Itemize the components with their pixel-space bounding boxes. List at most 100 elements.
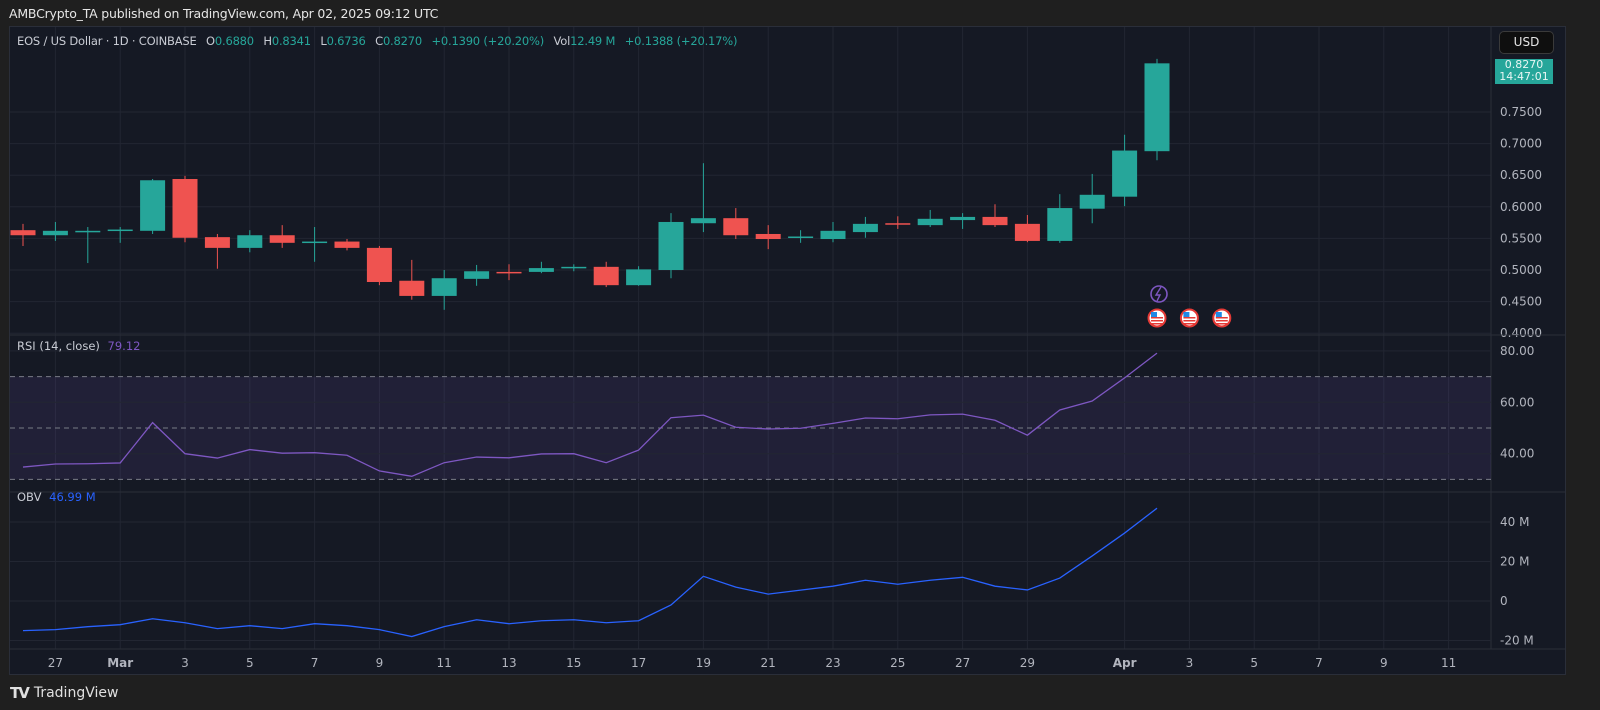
volume-value: 12.49 M (570, 34, 616, 48)
price-tick-label: 0.6000 (1500, 200, 1542, 214)
price-tick-label: 0.4000 (1500, 326, 1542, 340)
change-value: +0.1390 (+20.20%) (431, 34, 545, 48)
candle-up (42, 230, 68, 236)
high-label: H (263, 34, 272, 48)
date-tick-label: 23 (825, 656, 840, 670)
rsi-tick-label: 40.00 (1500, 447, 1534, 461)
candle-up (658, 221, 684, 270)
obv-label: OBV (17, 490, 42, 504)
date-tick-label: 3 (1186, 656, 1194, 670)
candle-up (75, 230, 101, 233)
date-tick-label: 11 (437, 656, 452, 670)
flag-stripe (1151, 317, 1163, 319)
flag-canton (1215, 312, 1222, 317)
candle-up (1079, 194, 1105, 209)
candle-up (528, 268, 554, 272)
rsi-tick-label: 80.00 (1500, 344, 1534, 358)
date-tick-label: 19 (696, 656, 711, 670)
candle-up (950, 216, 976, 221)
rsi-line (22, 352, 1158, 477)
date-tick-label: 17 (631, 656, 646, 670)
candle-up (561, 266, 587, 269)
candle-up (140, 180, 166, 231)
date-tick-label: 13 (501, 656, 516, 670)
date-tick-label: Apr (1113, 656, 1137, 670)
candle-down (10, 230, 36, 236)
flag-stripe (1183, 320, 1196, 322)
price-tick-label: 0.6500 (1500, 168, 1542, 182)
candle-up (1047, 208, 1073, 241)
candle-up (820, 230, 846, 240)
candle-down (723, 218, 749, 236)
low-label: L (320, 34, 327, 48)
brand-name: TradingView (33, 685, 119, 701)
candle-up (852, 223, 878, 233)
date-tick-label: 7 (1315, 656, 1323, 670)
price-tick-label: 0.7500 (1500, 105, 1542, 119)
candle-down (755, 233, 781, 240)
candle-down (1014, 223, 1040, 241)
last-price-label: 0.8270 14:47:01 (1495, 59, 1553, 84)
rsi-legend[interactable]: RSI (14, close) 79.12 (17, 339, 140, 353)
flag-stripe (1215, 323, 1228, 325)
flag-stripe (1151, 320, 1163, 322)
flag-stripe (1183, 317, 1196, 319)
bar-countdown: 14:47:01 (1499, 70, 1549, 83)
date-tick-label: 5 (246, 656, 254, 670)
rsi-tick-label: 60.00 (1500, 395, 1534, 409)
chart-canvas[interactable]: 0.4000 0.4500 0.5000 0.5500 0.6000 0.6500 0.70… (10, 27, 1566, 675)
tradingview-logo-icon: TV (10, 684, 30, 702)
close-value: 0.8270 (382, 34, 422, 48)
candle-down (982, 216, 1008, 226)
candle-up (302, 241, 328, 244)
candle-up (237, 235, 263, 248)
obv-tick-label: -20 M (1500, 634, 1534, 648)
date-tick-label: 27 (48, 656, 63, 670)
rsi-label: RSI (14, close) (17, 339, 100, 353)
currency-button[interactable]: USD (1499, 31, 1554, 54)
obv-legend[interactable]: OBV 46.99 M (17, 490, 96, 504)
close-label: C (375, 34, 383, 48)
date-tick-label: 5 (1250, 656, 1258, 670)
last-price: 0.8270 (1504, 58, 1544, 71)
high-value: 0.8341 (271, 34, 311, 48)
candle-up (1112, 150, 1138, 197)
obv-tick-label: 20 M (1500, 555, 1529, 569)
price-tick-label: 0.5500 (1500, 231, 1542, 245)
date-tick-label: 3 (181, 656, 189, 670)
flag-stripe (1151, 323, 1163, 325)
lightning-bolt-icon (1154, 286, 1162, 302)
candle-down (399, 280, 425, 296)
price-tick-label: 0.5000 (1500, 263, 1542, 277)
candle-down (885, 223, 911, 225)
candle-up (431, 278, 457, 296)
low-value: 0.6736 (326, 34, 366, 48)
candle-up (107, 229, 133, 232)
price-tick-label: 0.7000 (1500, 137, 1542, 151)
volume-change: +0.1388 (+20.17%) (624, 34, 738, 48)
flag-canton (1151, 312, 1157, 317)
candle-down (366, 247, 392, 283)
flag-stripe (1215, 320, 1228, 322)
obv-tick-label: 0 (1500, 594, 1508, 608)
published-caption: AMBCrypto_TA published on TradingView.co… (9, 6, 439, 21)
obv-line (22, 507, 1158, 638)
date-tick-label: 11 (1441, 656, 1456, 670)
footer-brand[interactable]: TV TradingView (10, 684, 118, 702)
date-tick-label: 9 (1380, 656, 1388, 670)
obv-tick-label: 40 M (1500, 515, 1529, 529)
candle-up (464, 271, 490, 279)
flag-canton (1183, 312, 1190, 317)
candle-down (269, 235, 295, 243)
symbol-title[interactable]: EOS / US Dollar · 1D · COINBASE (17, 34, 197, 48)
flag-stripe (1215, 317, 1228, 319)
candle-up (917, 218, 943, 226)
lightning-event-icon (1150, 285, 1168, 303)
chart-frame[interactable]: 0.4000 0.4500 0.5000 0.5500 0.6000 0.6500 0.70… (9, 26, 1566, 675)
rsi-value: 79.12 (107, 339, 141, 353)
open-label: O (206, 34, 215, 48)
candle-down (172, 178, 198, 238)
volume-label: Vol (553, 34, 571, 48)
candle-down (593, 266, 619, 286)
date-tick-label: 15 (566, 656, 581, 670)
